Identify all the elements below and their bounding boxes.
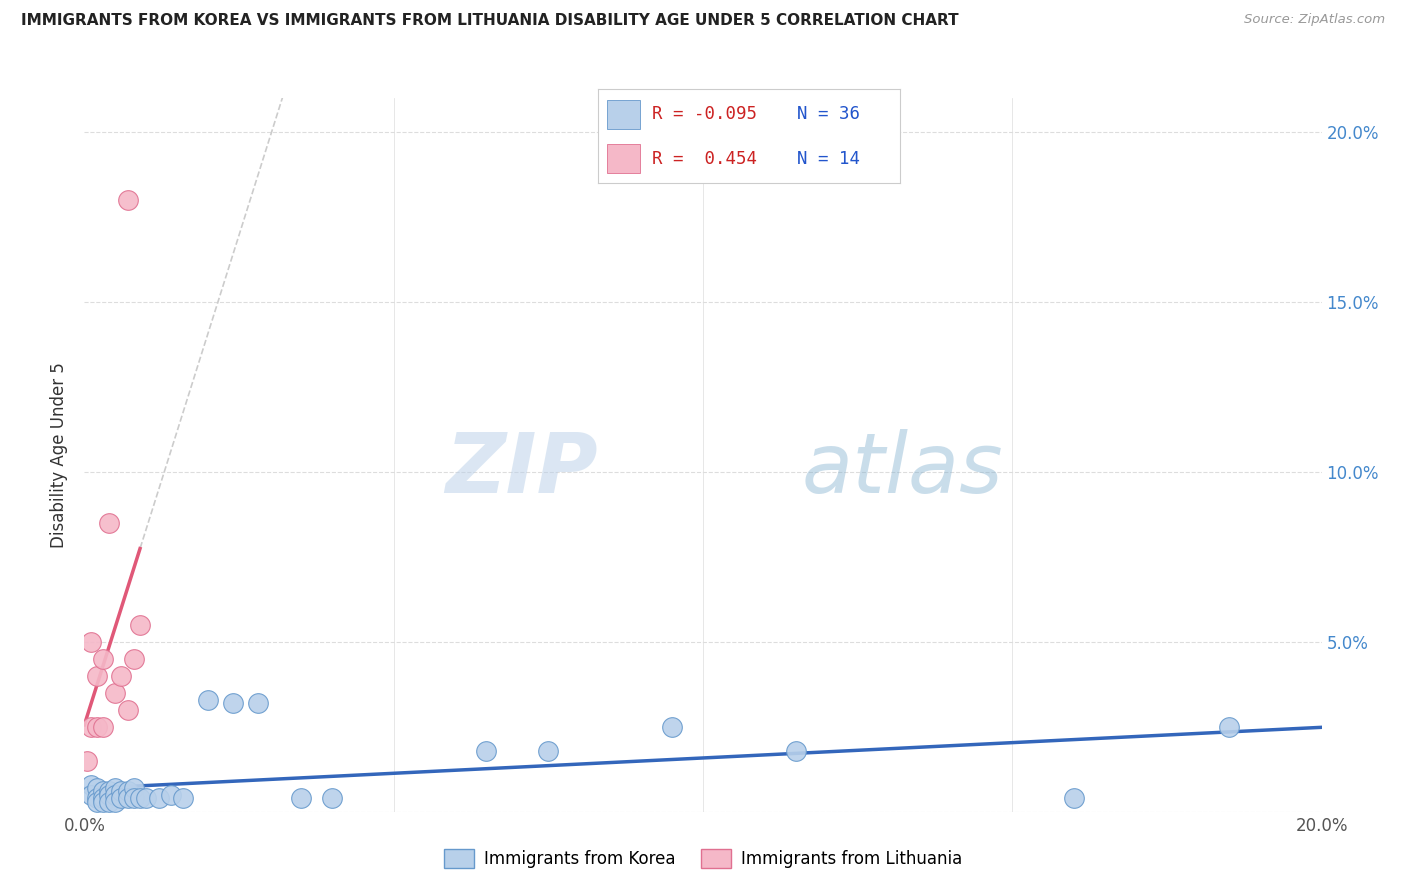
Text: N = 36: N = 36 [797, 105, 860, 123]
Point [91, 784, 114, 798]
Text: Source: ZipAtlas.com: Source: ZipAtlas.com [1244, 13, 1385, 27]
Point [1218, 720, 1240, 734]
Point [98, 516, 121, 530]
Text: N = 14: N = 14 [797, 150, 860, 168]
Text: R = -0.095: R = -0.095 [652, 105, 756, 123]
Text: atlas: atlas [801, 429, 1004, 509]
Point [91, 795, 114, 809]
Point [79, 720, 101, 734]
Point [785, 743, 807, 757]
Point [91, 791, 114, 805]
Point [117, 703, 139, 717]
Y-axis label: Disability Age Under 5: Disability Age Under 5 [51, 362, 69, 548]
Point [98, 795, 121, 809]
Text: ZIP: ZIP [446, 429, 598, 509]
Point [79, 778, 101, 792]
Point [117, 784, 139, 798]
Point [1063, 791, 1085, 805]
Point [122, 791, 145, 805]
Point [104, 788, 127, 802]
Point [91, 720, 114, 734]
Point [537, 743, 560, 757]
Point [222, 696, 245, 710]
Point [197, 692, 219, 706]
Point [661, 720, 683, 734]
Point [104, 686, 127, 700]
Point [148, 791, 170, 805]
Point [86, 780, 108, 795]
Bar [606, 144, 640, 173]
Point [110, 669, 132, 683]
Point [290, 791, 312, 805]
Point [76, 754, 98, 768]
Point [110, 784, 132, 798]
Point [98, 784, 121, 798]
Point [122, 652, 145, 666]
Point [160, 788, 183, 802]
Point [246, 696, 269, 710]
Point [86, 720, 108, 734]
Point [86, 795, 108, 809]
Point [122, 780, 145, 795]
Bar [606, 100, 640, 129]
Point [321, 791, 343, 805]
Point [172, 791, 194, 805]
Point [98, 788, 121, 802]
Point [110, 791, 132, 805]
Point [129, 617, 152, 632]
Point [135, 791, 157, 805]
Point [129, 791, 152, 805]
Legend: Immigrants from Korea, Immigrants from Lithuania: Immigrants from Korea, Immigrants from L… [437, 843, 969, 875]
Point [117, 791, 139, 805]
Point [91, 652, 114, 666]
Point [104, 795, 127, 809]
Text: IMMIGRANTS FROM KOREA VS IMMIGRANTS FROM LITHUANIA DISABILITY AGE UNDER 5 CORREL: IMMIGRANTS FROM KOREA VS IMMIGRANTS FROM… [21, 13, 959, 29]
Point [79, 635, 101, 649]
Point [79, 788, 101, 802]
Text: R =  0.454: R = 0.454 [652, 150, 756, 168]
Point [86, 791, 108, 805]
Point [104, 780, 127, 795]
Point [86, 669, 108, 683]
Point [117, 193, 139, 207]
Point [475, 743, 498, 757]
